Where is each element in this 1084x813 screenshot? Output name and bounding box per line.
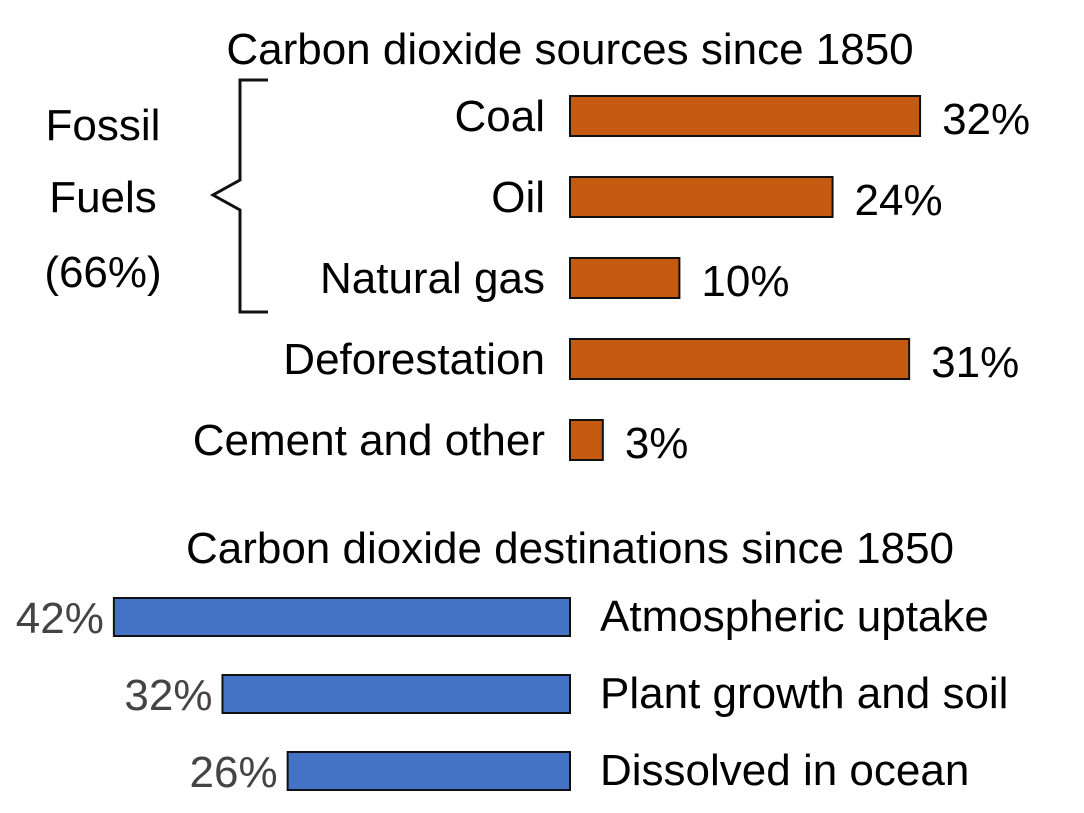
- destinations-chart: Carbon dioxide destinations since 1850 4…: [16, 524, 1009, 797]
- source-bar-natural-gas: [569, 257, 681, 299]
- fossil-fuels-group: Fossil Fuels (66%): [44, 78, 268, 314]
- destination-value-plant-growth-and-soil: 32%: [124, 671, 212, 720]
- destination-bar-atmospheric-uptake: [112, 597, 571, 637]
- fossil-fuels-label-line: Fossil: [46, 101, 161, 150]
- destination-label-dissolved-in-ocean: Dissolved in ocean: [600, 746, 969, 795]
- destinations-title: Carbon dioxide destinations since 1850: [186, 524, 954, 573]
- source-label-cement-and-other: Cement and other: [193, 416, 545, 465]
- source-bar-oil: [569, 176, 834, 218]
- source-label-deforestation: Deforestation: [283, 335, 545, 384]
- destinations-bars: 42% Atmospheric uptake 32% Plant growth and…: [16, 592, 1009, 797]
- source-bar-coal: [569, 95, 922, 137]
- source-value-coal: 32%: [942, 95, 1030, 144]
- fossil-fuels-label-line: (66%): [44, 248, 161, 297]
- source-label-coal: Coal: [455, 92, 546, 141]
- source-value-cement-and-other: 3%: [625, 419, 689, 468]
- destination-value-dissolved-in-ocean: 26%: [190, 748, 278, 797]
- source-label-oil: Oil: [491, 173, 545, 222]
- source-value-oil: 24%: [855, 176, 943, 225]
- sources-title: Carbon dioxide sources since 1850: [226, 25, 913, 74]
- sources-chart: Carbon dioxide sources since 1850 Fossil…: [44, 25, 1030, 468]
- fossil-fuels-label-line: Fuels: [49, 173, 157, 222]
- source-bar-deforestation: [569, 338, 911, 380]
- destination-bar-plant-growth-and-soil: [221, 674, 571, 714]
- fossil-fuels-bracket: [209, 78, 268, 314]
- source-label-natural-gas: Natural gas: [320, 254, 545, 303]
- sources-bars: Coal 32% Oil 24% Natural gas 10% Deforestation…: [193, 92, 1030, 468]
- destination-bar-dissolved-in-ocean: [286, 751, 571, 791]
- source-value-natural-gas: 10%: [701, 257, 789, 306]
- source-bar-cement-and-other: [569, 419, 604, 461]
- destination-value-atmospheric-uptake: 42%: [16, 594, 104, 643]
- destination-label-atmospheric-uptake: Atmospheric uptake: [600, 592, 989, 641]
- source-value-deforestation: 31%: [931, 338, 1019, 387]
- destination-label-plant-growth-and-soil: Plant growth and soil: [600, 669, 1008, 718]
